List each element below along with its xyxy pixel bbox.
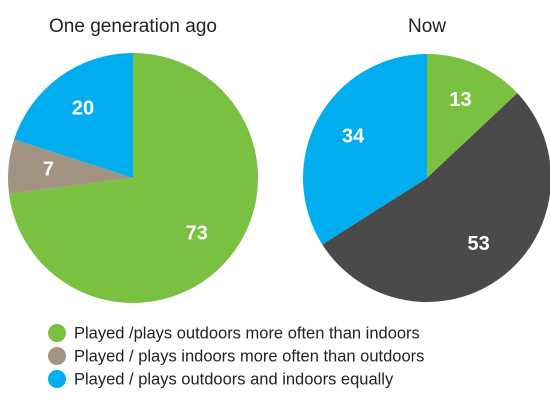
value-label: 34 <box>342 126 365 148</box>
value-label: 7 <box>43 158 54 180</box>
legend-label: Played / plays outdoors and indoors equa… <box>74 370 394 388</box>
value-label: 73 <box>186 222 208 244</box>
value-label: 13 <box>449 89 471 111</box>
legend-label: Played / plays indoors more often than o… <box>74 347 424 365</box>
legend-swatch <box>48 324 66 342</box>
value-label: 20 <box>72 98 94 120</box>
legend-swatch <box>48 347 66 365</box>
chart: One generation ago 73 7 20 Now 13 53 34 Played /… <box>0 0 550 401</box>
legend-label: Played /plays outdoors more often than i… <box>74 324 420 342</box>
pie-title: One generation ago <box>49 16 217 37</box>
pie-title: Now <box>408 16 446 37</box>
value-label: 53 <box>468 233 490 255</box>
legend-swatch <box>48 370 66 388</box>
